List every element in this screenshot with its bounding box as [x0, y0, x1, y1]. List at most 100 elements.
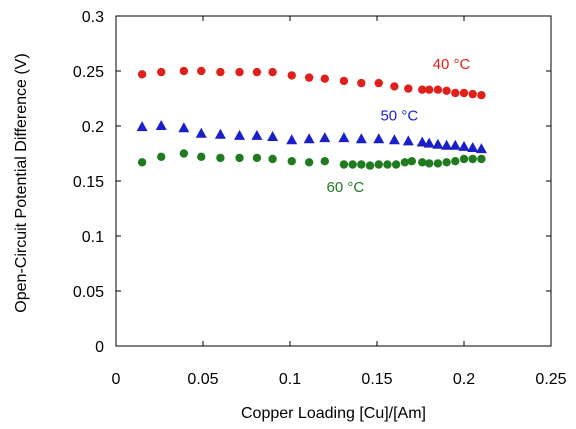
data-point-circle — [404, 84, 413, 93]
data-point-circle — [197, 66, 206, 76]
data-point-circle — [320, 157, 329, 166]
data-point-circle — [374, 78, 383, 88]
data-point-circle — [216, 153, 225, 163]
data-point-triangle — [475, 143, 487, 154]
data-point-circle — [216, 67, 225, 77]
data-point-circle — [179, 149, 189, 158]
y-tick-label: 0.2 — [82, 119, 104, 136]
y-tick-label: 0.05 — [73, 284, 104, 301]
tick-labels-group: 0 0.05 0.1 0.15 0.2 0.25 0 0.05 0.1 0.15 0.2 0.25 0.… — [73, 9, 567, 388]
data-point-circle — [468, 154, 477, 164]
series-0 — [137, 66, 486, 100]
data-point-circle — [442, 86, 451, 96]
data-point-triangle — [449, 139, 461, 150]
data-point-circle — [252, 67, 262, 77]
data-point-circle — [252, 153, 262, 163]
series-1 — [136, 120, 487, 154]
data-point-circle — [451, 157, 460, 166]
data-point-circle — [391, 160, 401, 169]
data-point-triangle — [388, 134, 400, 145]
data-point-circle — [287, 157, 296, 166]
series-label: 60 °C — [327, 179, 365, 196]
data-point-triangle — [234, 129, 246, 140]
data-point-triangle — [458, 140, 470, 151]
data-point-triangle — [214, 128, 226, 139]
data-point-circle — [442, 158, 451, 167]
data-point-circle — [390, 82, 399, 91]
data-point-circle — [477, 154, 486, 164]
data-point-triangle — [432, 138, 444, 149]
series-label: 50 °C — [380, 108, 418, 125]
data-point-circle — [459, 154, 469, 164]
x-tick-label: 0.25 — [535, 371, 566, 388]
data-point-triangle — [136, 121, 148, 132]
data-point-circle — [157, 152, 166, 161]
x-axis-title: Copper Loading [Cu]/[Am] — [241, 405, 426, 422]
data-point-triangle — [416, 136, 428, 147]
x-tick-label: 0.1 — [279, 371, 301, 388]
data-point-circle — [383, 160, 392, 169]
data-point-circle — [268, 154, 277, 164]
data-point-circle — [268, 67, 277, 77]
data-point-circle — [339, 160, 349, 169]
data-point-circle — [374, 160, 383, 169]
data-point-triangle — [251, 129, 263, 140]
data-point-circle — [365, 161, 375, 170]
data-point-circle — [339, 76, 349, 86]
series-group — [136, 66, 487, 170]
series-label: 40 °C — [433, 56, 471, 73]
y-tick-label: 0.25 — [73, 64, 104, 81]
y-tick-label: 0 — [95, 339, 104, 356]
data-point-circle — [320, 74, 329, 83]
data-point-circle — [157, 67, 166, 77]
series-2 — [137, 149, 486, 170]
y-tick-label: 0.15 — [73, 174, 104, 191]
ticks-group — [115, 15, 552, 347]
data-point-triangle — [319, 132, 331, 143]
data-point-circle — [433, 159, 443, 168]
x-tick-label: 0.2 — [453, 371, 475, 388]
data-point-circle — [304, 73, 314, 82]
data-point-circle — [418, 85, 427, 94]
data-point-circle — [235, 153, 244, 163]
x-tick-label: 0.05 — [187, 371, 218, 388]
data-point-triangle — [355, 133, 367, 144]
data-point-triangle — [423, 137, 435, 148]
y-axis-title: Open-Circuit Potential Difference (V) — [13, 53, 30, 312]
data-point-triangle — [402, 135, 414, 146]
data-point-triangle — [338, 132, 350, 143]
data-point-circle — [468, 89, 477, 99]
data-point-triangle — [441, 139, 453, 150]
data-point-triangle — [178, 122, 190, 133]
data-point-triangle — [195, 127, 207, 138]
data-point-circle — [137, 70, 147, 79]
data-point-circle — [304, 158, 314, 167]
data-point-triangle — [303, 133, 315, 144]
data-point-circle — [425, 159, 434, 168]
data-point-circle — [418, 158, 427, 167]
x-tick-label: 0 — [112, 371, 121, 388]
data-point-triangle — [267, 131, 279, 141]
data-point-circle — [357, 78, 366, 88]
data-point-circle — [235, 67, 244, 77]
data-point-triangle — [467, 142, 479, 152]
data-point-circle — [459, 88, 469, 98]
data-point-circle — [425, 85, 434, 94]
data-point-circle — [348, 160, 357, 169]
data-point-triangle — [286, 134, 298, 145]
data-point-circle — [451, 88, 460, 98]
y-tick-label: 0.3 — [82, 9, 104, 26]
data-point-circle — [407, 157, 416, 166]
data-point-triangle — [155, 120, 167, 130]
data-point-circle — [477, 91, 486, 100]
data-point-circle — [179, 66, 189, 76]
data-point-circle — [197, 152, 206, 161]
data-point-circle — [137, 158, 147, 167]
x-tick-label: 0.15 — [361, 371, 392, 388]
y-tick-label: 0.1 — [82, 229, 104, 246]
data-point-circle — [357, 160, 366, 169]
data-point-triangle — [373, 133, 385, 144]
annotations-group: 40 °C 50 °C 60 °C — [327, 56, 471, 196]
data-point-circle — [400, 158, 410, 167]
